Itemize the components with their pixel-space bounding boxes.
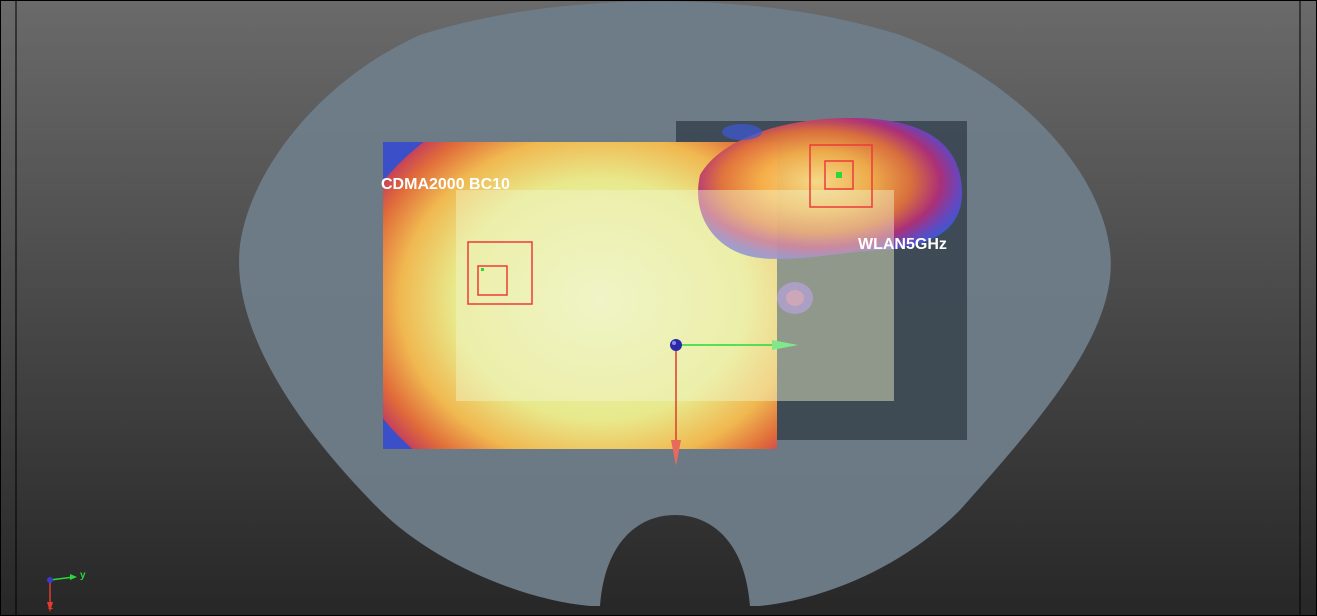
wlan-inner-marker [824,160,854,190]
cdma-inner-marker [477,265,508,296]
cdma-outer-marker [467,241,533,305]
scan-label-wlan: WLAN5GHz [858,236,947,253]
wlan-outer-marker [809,144,873,208]
origin-axes [670,339,798,466]
overlay-zoom-region [456,190,894,401]
triad-z-label: z [48,601,53,612]
triad-y-label: y [80,570,86,581]
scan-label-cdma: CDMA2000 BC10 [381,176,510,193]
orientation-triad [47,574,77,612]
cdma-peak-point [481,268,484,271]
wlan-peak-point [836,172,842,178]
